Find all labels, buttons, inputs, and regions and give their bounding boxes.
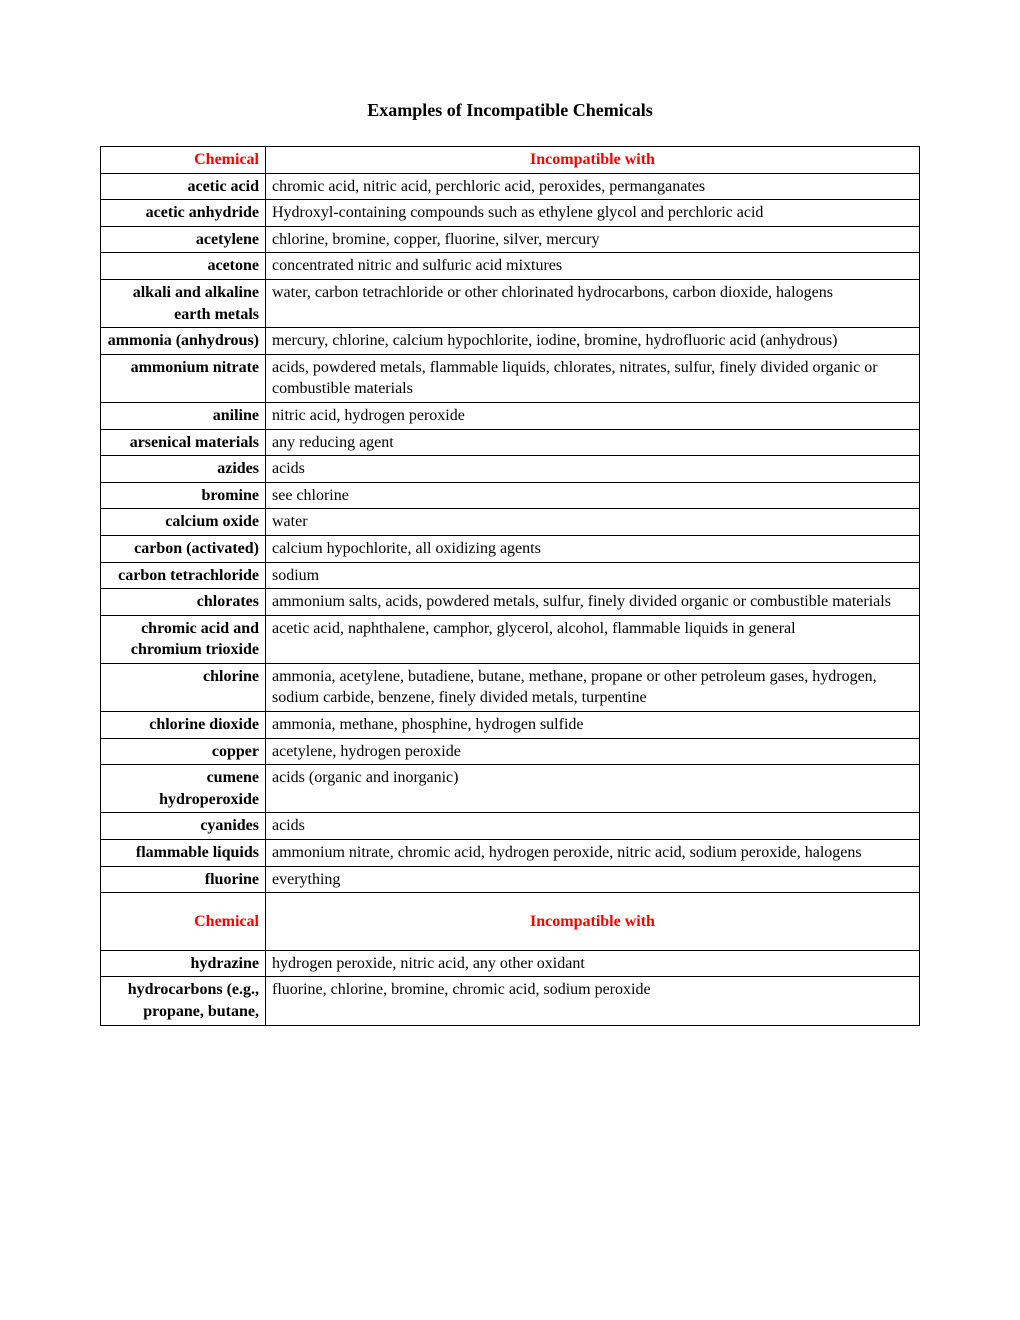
incompatible-cell: water, carbon tetrachloride or other chl… <box>266 279 920 327</box>
column-header-incompatible: Incompatible with <box>266 147 920 174</box>
chemical-cell: chlorine <box>101 663 266 711</box>
chemical-cell: chlorates <box>101 589 266 616</box>
table-row: hydrazinehydrogen peroxide, nitric acid,… <box>101 950 920 977</box>
incompatible-cell: acetylene, hydrogen peroxide <box>266 738 920 765</box>
chemical-cell: cumene hydroperoxide <box>101 765 266 813</box>
table-row: chloratesammonium salts, acids, powdered… <box>101 589 920 616</box>
incompatible-cell: chlorine, bromine, copper, fluorine, sil… <box>266 226 920 253</box>
table-row: carbon (activated)calcium hypochlorite, … <box>101 535 920 562</box>
chemical-cell: azides <box>101 456 266 483</box>
incompatible-cell: mercury, chlorine, calcium hypochlorite,… <box>266 328 920 355</box>
table-row: flammable liquidsammonium nitrate, chrom… <box>101 840 920 867</box>
chemical-cell: aniline <box>101 402 266 429</box>
chemical-cell: carbon (activated) <box>101 535 266 562</box>
chemical-cell: hydrocarbons (e.g., propane, butane, <box>101 977 266 1025</box>
chemicals-table: ChemicalIncompatible withacetic acidchro… <box>100 146 920 1026</box>
chemical-cell: ammonia (anhydrous) <box>101 328 266 355</box>
table-row: acetylenechlorine, bromine, copper, fluo… <box>101 226 920 253</box>
chemical-cell: alkali and alkaline earth metals <box>101 279 266 327</box>
incompatible-cell: everything <box>266 866 920 893</box>
incompatible-cell: fluorine, chlorine, bromine, chromic aci… <box>266 977 920 1025</box>
table-row: copperacetylene, hydrogen peroxide <box>101 738 920 765</box>
table-row: chromic acid and chromium trioxideacetic… <box>101 615 920 663</box>
chemical-cell: bromine <box>101 482 266 509</box>
column-header-incompatible: Incompatible with <box>266 909 920 935</box>
table-row: acetic acidchromic acid, nitric acid, pe… <box>101 173 920 200</box>
table-row: ammonia (anhydrous)mercury, chlorine, ca… <box>101 328 920 355</box>
chemical-cell: carbon tetrachloride <box>101 562 266 589</box>
chemical-cell: copper <box>101 738 266 765</box>
spacer-row <box>101 934 920 950</box>
table-row: brominesee chlorine <box>101 482 920 509</box>
table-row: acetoneconcentrated nitric and sulfuric … <box>101 253 920 280</box>
incompatible-cell: acids (organic and inorganic) <box>266 765 920 813</box>
table-row: calcium oxidewater <box>101 509 920 536</box>
chemical-cell: arsenical materials <box>101 429 266 456</box>
column-header-chemical: Chemical <box>101 909 266 935</box>
incompatible-cell: calcium hypochlorite, all oxidizing agen… <box>266 535 920 562</box>
table-row: arsenical materialsany reducing agent <box>101 429 920 456</box>
incompatible-cell: chromic acid, nitric acid, perchloric ac… <box>266 173 920 200</box>
chemical-cell: cyanides <box>101 813 266 840</box>
table-row: acetic anhydrideHydroxyl-containing comp… <box>101 200 920 227</box>
table-row: cyanidesacids <box>101 813 920 840</box>
incompatible-cell: ammonia, acetylene, butadiene, butane, m… <box>266 663 920 711</box>
column-header-chemical: Chemical <box>101 147 266 174</box>
incompatible-cell: ammonia, methane, phosphine, hydrogen su… <box>266 712 920 739</box>
chemical-cell: fluorine <box>101 866 266 893</box>
table-row: anilinenitric acid, hydrogen peroxide <box>101 402 920 429</box>
incompatible-cell: ammonium nitrate, chromic acid, hydrogen… <box>266 840 920 867</box>
table-row: chlorine dioxideammonia, methane, phosph… <box>101 712 920 739</box>
chemical-cell: ammonium nitrate <box>101 354 266 402</box>
table-row: carbon tetrachloridesodium <box>101 562 920 589</box>
incompatible-cell: acetic acid, naphthalene, camphor, glyce… <box>266 615 920 663</box>
chemical-cell: acetic anhydride <box>101 200 266 227</box>
incompatible-cell: hydrogen peroxide, nitric acid, any othe… <box>266 950 920 977</box>
incompatible-cell: any reducing agent <box>266 429 920 456</box>
incompatible-cell: concentrated nitric and sulfuric acid mi… <box>266 253 920 280</box>
table-row: chlorineammonia, acetylene, butadiene, b… <box>101 663 920 711</box>
chemical-cell: acetylene <box>101 226 266 253</box>
chemical-cell: calcium oxide <box>101 509 266 536</box>
spacer-row <box>101 893 920 909</box>
table-header-row: ChemicalIncompatible with <box>101 909 920 935</box>
incompatible-cell: see chlorine <box>266 482 920 509</box>
incompatible-cell: ammonium salts, acids, powdered metals, … <box>266 589 920 616</box>
table-row: cumene hydroperoxideacids (organic and i… <box>101 765 920 813</box>
chemical-cell: acetic acid <box>101 173 266 200</box>
incompatible-cell: acids <box>266 456 920 483</box>
chemical-cell: chromic acid and chromium trioxide <box>101 615 266 663</box>
table-row: hydrocarbons (e.g., propane, butane,fluo… <box>101 977 920 1025</box>
incompatible-cell: acids <box>266 813 920 840</box>
table-row: azidesacids <box>101 456 920 483</box>
incompatible-cell: sodium <box>266 562 920 589</box>
table-row: ammonium nitrateacids, powdered metals, … <box>101 354 920 402</box>
table-header-row: ChemicalIncompatible with <box>101 147 920 174</box>
table-row: fluorineeverything <box>101 866 920 893</box>
chemical-cell: chlorine dioxide <box>101 712 266 739</box>
chemical-cell: flammable liquids <box>101 840 266 867</box>
incompatible-cell: nitric acid, hydrogen peroxide <box>266 402 920 429</box>
incompatible-cell: water <box>266 509 920 536</box>
chemical-cell: acetone <box>101 253 266 280</box>
incompatible-cell: acids, powdered metals, flammable liquid… <box>266 354 920 402</box>
page-title: Examples of Incompatible Chemicals <box>100 100 920 121</box>
incompatible-cell: Hydroxyl-containing compounds such as et… <box>266 200 920 227</box>
table-row: alkali and alkaline earth metalswater, c… <box>101 279 920 327</box>
chemical-cell: hydrazine <box>101 950 266 977</box>
